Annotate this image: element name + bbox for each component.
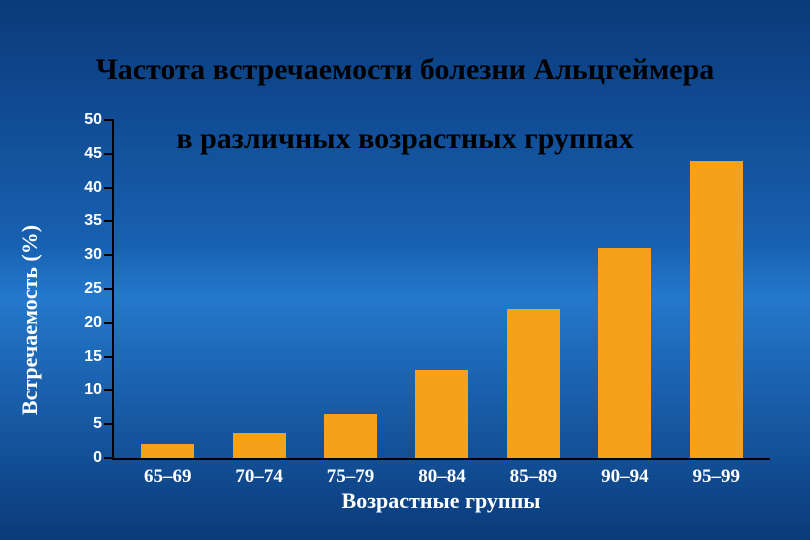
bar-slot: 65–69 [122, 120, 213, 458]
y-tick [104, 153, 114, 155]
chart-title-line1: Частота встречаемости болезни Альцгеймер… [96, 53, 715, 86]
y-tick [104, 187, 114, 189]
x-tick-label: 65–69 [144, 466, 192, 488]
bar-slot: 95–99 [671, 120, 762, 458]
y-tick [104, 322, 114, 324]
x-tick-label: 95–99 [692, 466, 740, 488]
y-tick-label: 10 [68, 381, 102, 399]
bar [690, 161, 743, 458]
y-tick [104, 356, 114, 358]
x-tick-label: 70–74 [235, 466, 283, 488]
chart-area: Встречаемость (%) 65–6970–7475–7980–8485… [60, 120, 780, 520]
bar-slot: 85–89 [488, 120, 579, 458]
x-axis-label: Возрастные группы [112, 488, 770, 514]
x-tick-label: 80–84 [418, 466, 466, 488]
bar [141, 444, 194, 458]
bar [598, 248, 651, 458]
x-tick-label: 75–79 [327, 466, 375, 488]
y-tick-label: 35 [68, 212, 102, 230]
y-tick [104, 220, 114, 222]
y-tick [104, 389, 114, 391]
y-tick [104, 423, 114, 425]
bar-slot: 90–94 [579, 120, 670, 458]
y-tick-label: 15 [68, 348, 102, 366]
y-tick-label: 30 [68, 246, 102, 264]
bars-container: 65–6970–7475–7980–8485–8990–9495–99 [114, 120, 770, 458]
y-tick [104, 288, 114, 290]
y-tick-label: 45 [68, 145, 102, 163]
y-tick-label: 0 [68, 449, 102, 467]
plot-area: 65–6970–7475–7980–8485–8990–9495–99 0510… [112, 120, 770, 460]
bar [233, 433, 286, 458]
y-tick-label: 20 [68, 314, 102, 332]
x-tick-label: 90–94 [601, 466, 649, 488]
y-tick [104, 254, 114, 256]
bar [415, 370, 468, 458]
y-tick [104, 119, 114, 121]
bar [507, 309, 560, 458]
y-tick-label: 40 [68, 179, 102, 197]
y-tick-label: 5 [68, 415, 102, 433]
bar-slot: 80–84 [396, 120, 487, 458]
x-tick-label: 85–89 [510, 466, 558, 488]
bar-slot: 70–74 [213, 120, 304, 458]
y-tick-label: 25 [68, 280, 102, 298]
bar [324, 414, 377, 458]
bar-slot: 75–79 [305, 120, 396, 458]
y-tick [104, 457, 114, 459]
y-axis-label: Встречаемость (%) [17, 225, 43, 415]
y-tick-label: 50 [68, 111, 102, 129]
